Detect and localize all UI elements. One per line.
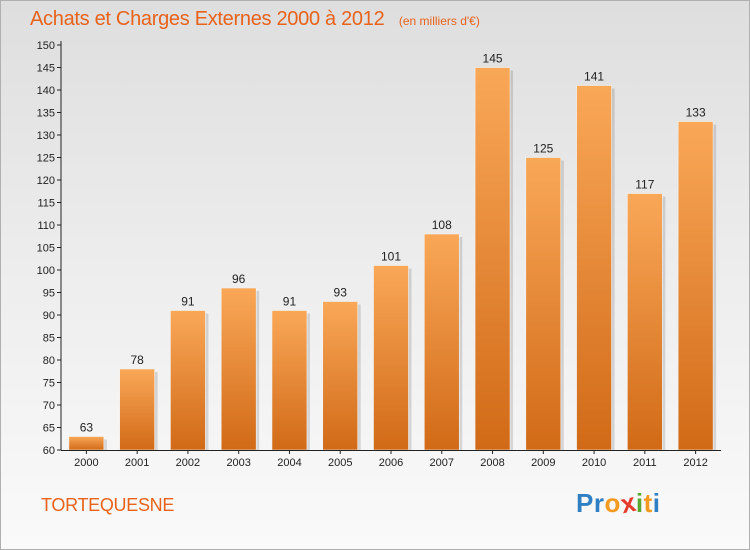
data-label-2005: 93 [334,286,348,300]
y-tick-label: 145 [37,63,55,75]
y-tick-label: 120 [37,175,55,187]
y-tick-label: 75 [43,378,55,390]
data-label-2004: 91 [283,295,297,309]
commune-name: TORTEQUESNE [41,495,175,515]
bar-2009 [525,157,562,451]
y-tick-label: 115 [37,198,55,210]
data-label-2012: 133 [686,106,706,120]
data-label-2009: 125 [533,142,553,156]
x-tick-label: 2004 [277,457,301,469]
y-axis: 60 65 70 75 80 85 90 95 100 105 110 115 120 125 130 135… [37,40,62,457]
bar-2008 [474,67,511,451]
y-tick-label: 140 [37,85,55,97]
y-tick-label: 150 [37,40,55,52]
y-tick-label: 105 [37,243,55,255]
y-tick-label: 125 [37,153,55,165]
data-label-2000: 63 [80,421,94,435]
x-tick-label: 2006 [379,457,403,469]
x-tick-label: 2000 [74,457,98,469]
bar-2003 [220,287,257,451]
x-tick-label: 2002 [176,457,200,469]
logo-letter: r [593,488,605,518]
x-tick-label: 2008 [480,457,504,469]
y-tick-label: 65 [43,423,55,435]
y-tick-label: 60 [43,445,55,457]
x-tick-label: 2001 [125,457,149,469]
y-tick-label: 130 [37,130,55,142]
title-row: Achats et Charges Externes 2000 à 2012 (… [30,8,480,31]
bar-2001 [119,368,155,451]
x-tick-label: 2010 [582,457,606,469]
bar-2005 [322,301,359,451]
logo-letter: t [643,488,653,518]
data-labels: 63 78 91 96 91 93 101 108 145 125 141 117 133 [80,52,706,435]
y-tick-label: 85 [43,333,55,345]
y-tick-label: 90 [43,310,55,322]
y-tick-label: 135 [37,108,55,120]
data-label-2006: 101 [381,250,401,264]
bar-2012 [677,121,714,451]
unit-label: (en milliers d'€) [398,14,480,28]
x-axis: 2000 2001 2002 2003 2004 2005 2006 2007 2008 2009… [61,450,721,469]
y-tick-label: 100 [37,265,55,277]
data-label-2001: 78 [130,353,144,367]
data-label-2003: 96 [232,272,246,286]
data-label-2010: 141 [584,70,604,84]
x-tick-label: 2005 [328,457,352,469]
bar-2006 [373,265,409,451]
data-label-2002: 91 [181,295,195,309]
logo-letter: o [604,488,621,518]
data-label-2008: 145 [483,52,503,66]
logo-letter: P [576,488,594,518]
y-tick-label: 70 [43,400,55,412]
chart-title: Achats et Charges Externes 2000 à 2012 [30,8,385,30]
bar-2002 [170,310,206,451]
y-tick-label: 95 [43,288,55,300]
x-tick-label: 2011 [633,457,657,469]
y-tick-label: 80 [43,355,55,367]
x-tick-label: 2012 [683,457,707,469]
x-tick-label: 2003 [226,457,250,469]
logo-letter: i [652,488,661,518]
bar-2007 [423,233,460,451]
bar-2004 [271,310,308,451]
y-tick-label: 110 [37,220,55,232]
bar-2010 [576,85,612,451]
x-tick-label: 2007 [430,457,454,469]
data-label-2011: 117 [635,178,654,192]
x-tick-label: 2009 [531,457,555,469]
logo-letter: i [635,488,644,518]
proxiti-logo: Proxiti [576,487,661,519]
bar-2000 [68,436,105,451]
data-label-2007: 108 [432,218,452,232]
bar-2011 [627,193,663,451]
bars [68,67,714,451]
